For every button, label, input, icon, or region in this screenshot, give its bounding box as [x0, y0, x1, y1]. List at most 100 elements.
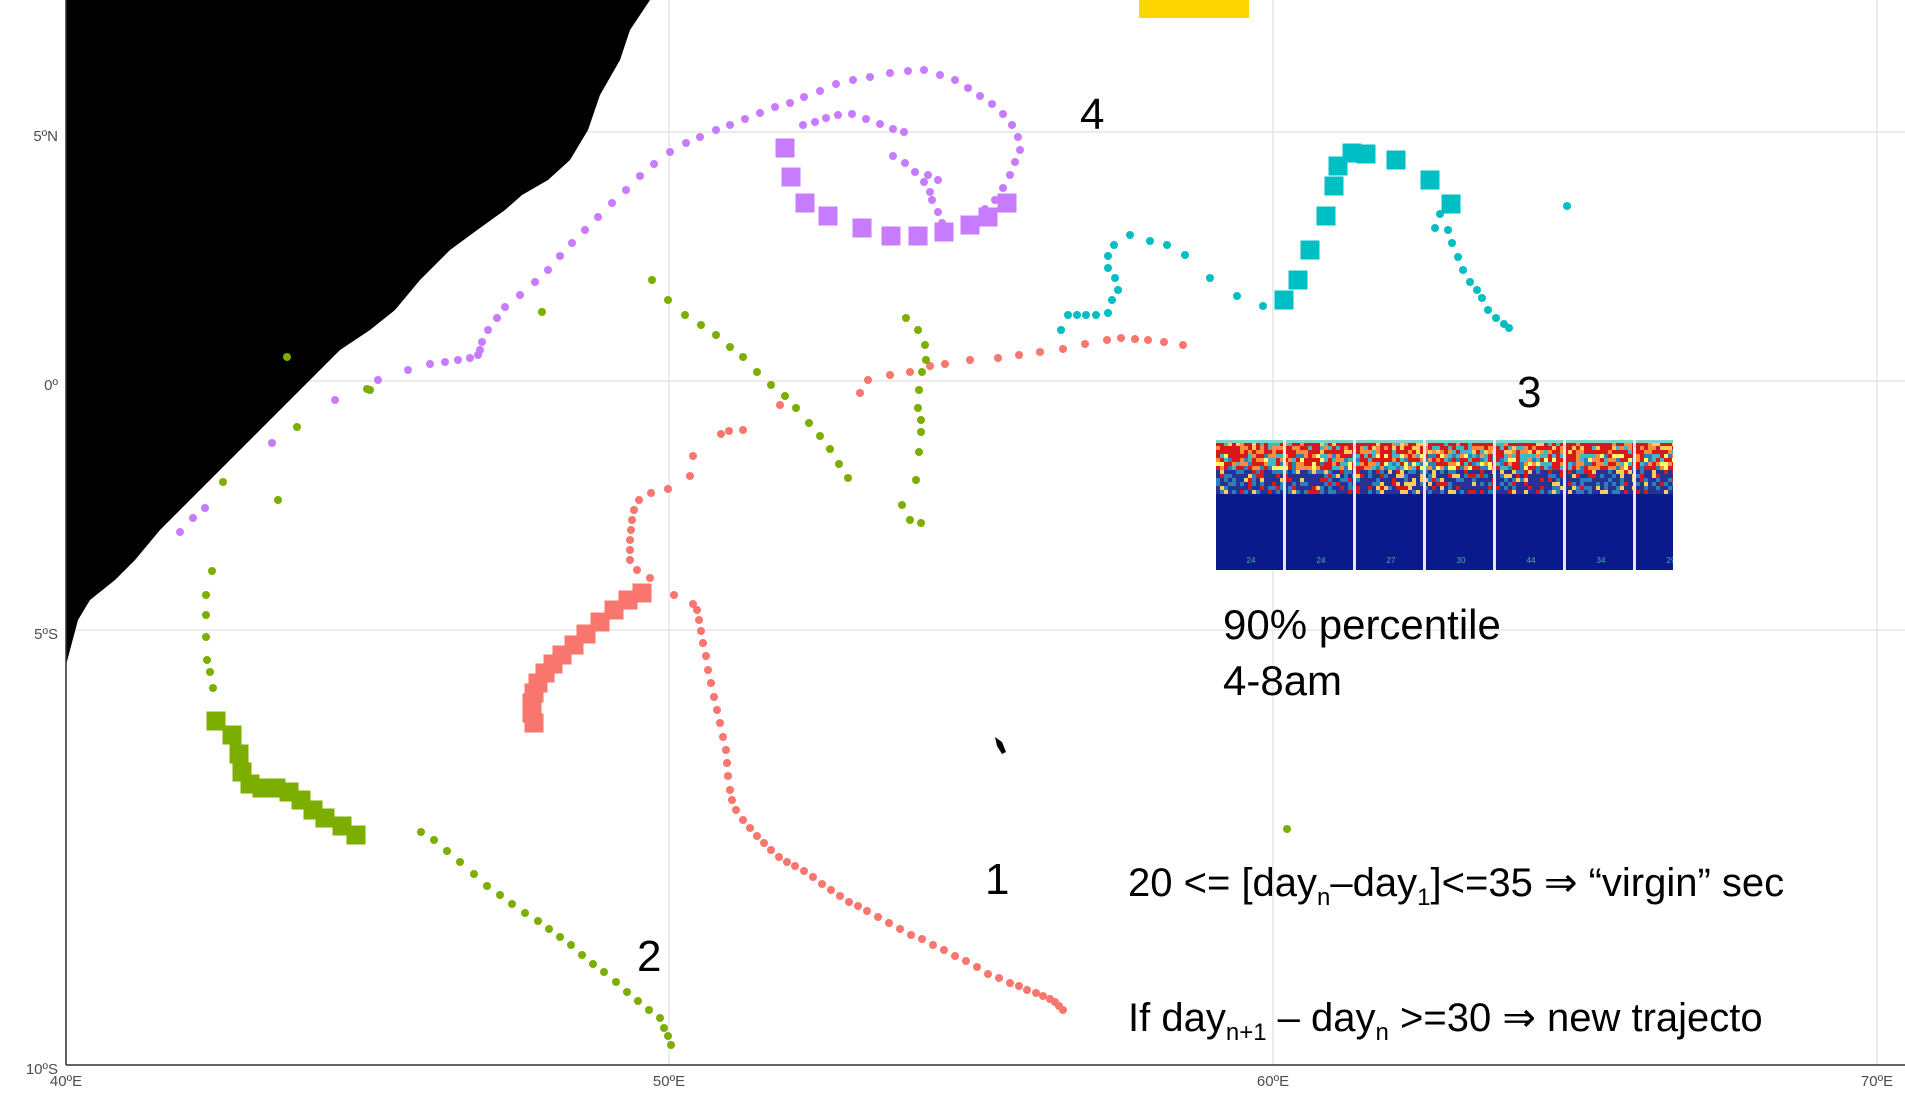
heatmap-cell	[1600, 474, 1604, 478]
heatmap-cell	[1272, 470, 1276, 474]
heatmap-cell	[1592, 458, 1596, 462]
heatmap-cell	[1372, 458, 1376, 462]
heatmap-cell	[1628, 458, 1632, 462]
heatmap-cell	[1420, 458, 1424, 462]
heatmap-cell	[1348, 466, 1352, 470]
heatmap-cell	[1308, 462, 1312, 466]
formula-virgin-section: 20 <= [dayn–day1]<=35 ⇒ “virgin” sec	[1128, 860, 1784, 912]
heatmap-cell	[1472, 462, 1476, 466]
heatmap-cell	[1556, 442, 1560, 446]
heatmap-cell	[1644, 450, 1648, 454]
heatmap-cell	[1552, 470, 1556, 474]
heatmap-cell	[1584, 482, 1588, 486]
heatmap-cell	[1360, 442, 1364, 446]
heatmap-cell	[1548, 482, 1552, 486]
heatmap-cell	[1456, 486, 1460, 490]
heatmap-cell	[1368, 490, 1372, 494]
heatmap-cell	[1220, 466, 1224, 470]
heatmap-cell	[1244, 446, 1248, 450]
heatmap-cell	[1548, 450, 1552, 454]
x-tick-label: 60ºE	[1257, 1073, 1289, 1090]
track-point	[538, 308, 546, 316]
heatmap-cell	[1652, 478, 1656, 482]
heatmap-cell	[1548, 490, 1552, 494]
heatmap-cell	[1664, 442, 1668, 446]
heatmap-cell	[1296, 454, 1300, 458]
heatmap-cell	[1292, 454, 1296, 458]
heatmap-cell	[1448, 466, 1452, 470]
track-point	[626, 536, 634, 544]
track-point	[767, 846, 775, 854]
heatmap-cell	[1412, 454, 1416, 458]
heatmap-cell	[1372, 482, 1376, 486]
heatmap-cell	[1476, 458, 1480, 462]
heatmap-cell	[1416, 454, 1420, 458]
heatmap-cell	[1340, 454, 1344, 458]
heatmap-cell	[1228, 466, 1232, 470]
heatmap-cell	[1568, 470, 1572, 474]
heatmap-cell	[1456, 450, 1460, 454]
heatmap-cell	[1532, 490, 1536, 494]
heatmap-cell	[1616, 474, 1620, 478]
heatmap-cell	[1612, 478, 1616, 482]
heatmap-cell	[1672, 462, 1673, 466]
heatmap-cell	[1488, 474, 1492, 478]
heatmap-cell	[1404, 470, 1408, 474]
heatmap-cell	[1532, 470, 1536, 474]
heatmap-cell	[1292, 490, 1296, 494]
track-point	[800, 867, 808, 875]
heatmap-cell	[1636, 482, 1640, 486]
heatmap-cell	[1292, 486, 1296, 490]
heatmap-cell	[1404, 454, 1408, 458]
virgin-section-point	[229, 744, 249, 764]
heatmap-cell	[1544, 482, 1548, 486]
heatmap-cell	[1384, 466, 1388, 470]
heatmap-cell	[1468, 466, 1472, 470]
heatmap-cell	[1316, 458, 1320, 462]
heatmap-cell	[1432, 478, 1436, 482]
track-point	[918, 935, 926, 943]
heatmap-cell	[1432, 490, 1436, 494]
heatmap-cell	[1456, 454, 1460, 458]
heatmap-cell	[1328, 442, 1332, 446]
heatmap-cell	[1528, 486, 1532, 490]
heatmap-cell	[1260, 486, 1264, 490]
heatmap-separator-5	[1633, 440, 1636, 570]
heatmap-cell	[1552, 482, 1556, 486]
heatmap-cell	[1272, 490, 1276, 494]
track-point	[1206, 274, 1214, 282]
heatmap-cell	[1388, 466, 1392, 470]
heatmap-cell	[1244, 490, 1248, 494]
heatmap-cell	[1304, 446, 1308, 450]
heatmap-cell	[1592, 482, 1596, 486]
heatmap-cell	[1596, 466, 1600, 470]
formula-1-sub-1: 1	[1417, 884, 1431, 911]
heatmap-cell	[1500, 490, 1504, 494]
heatmap-cell	[1648, 482, 1652, 486]
heatmap-cell	[1440, 450, 1444, 454]
heatmap-cell	[1560, 490, 1564, 494]
track-point	[1478, 294, 1486, 302]
heatmap-cell	[1584, 446, 1588, 450]
heatmap-cell	[1484, 490, 1488, 494]
heatmap-cell	[1376, 458, 1380, 462]
heatmap-cell	[1220, 490, 1224, 494]
heatmap-cell	[1440, 490, 1444, 494]
heatmap-cell	[1504, 470, 1508, 474]
heatmap-tick-label: 27	[1387, 556, 1396, 565]
heatmap-cell	[1440, 454, 1444, 458]
heatmap-tick-label: 44	[1527, 556, 1536, 565]
heatmap-cell	[1452, 490, 1456, 494]
trajectory-3-virgin-section	[1274, 143, 1461, 310]
trajectory-2-points	[202, 276, 1291, 1049]
track-point	[902, 314, 910, 322]
heatmap-cell	[1660, 486, 1664, 490]
heatmap-cell	[1296, 446, 1300, 450]
heatmap-cell	[1364, 482, 1368, 486]
heatmap-cell	[1468, 458, 1472, 462]
heatmap-cell	[1560, 470, 1564, 474]
heatmap-cell	[1476, 454, 1480, 458]
heatmap-cell	[1504, 458, 1508, 462]
heatmap-cell	[1488, 478, 1492, 482]
